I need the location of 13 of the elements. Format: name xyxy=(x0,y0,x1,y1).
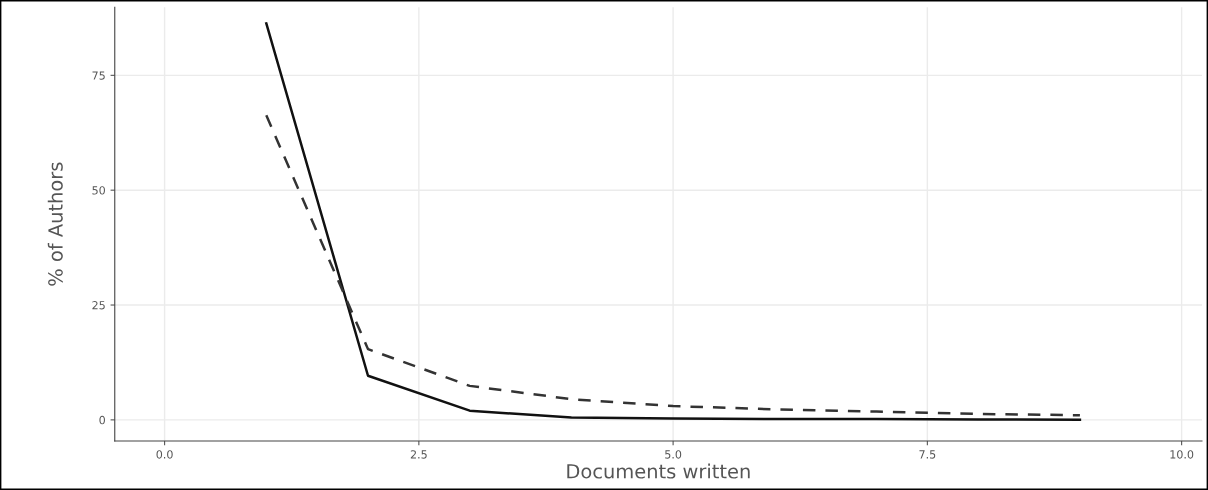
x-tick-label: 0.0 xyxy=(156,450,173,459)
y-axis-title: % of Authors xyxy=(47,162,63,286)
x-tick-label: 10.0 xyxy=(1170,450,1194,459)
x-tick-label: 7.5 xyxy=(919,450,936,459)
x-tick-label: 5.0 xyxy=(665,450,682,459)
line-series xyxy=(265,114,1082,417)
y-tick-label: 75 xyxy=(92,71,105,80)
x-tick-label: 2.5 xyxy=(410,450,427,459)
y-tick-label: 50 xyxy=(92,186,105,195)
x-axis-title: Documents written xyxy=(567,463,750,479)
line-series xyxy=(265,22,1082,422)
y-tick-label: 0 xyxy=(99,415,105,425)
y-tick-label: 25 xyxy=(92,301,105,310)
